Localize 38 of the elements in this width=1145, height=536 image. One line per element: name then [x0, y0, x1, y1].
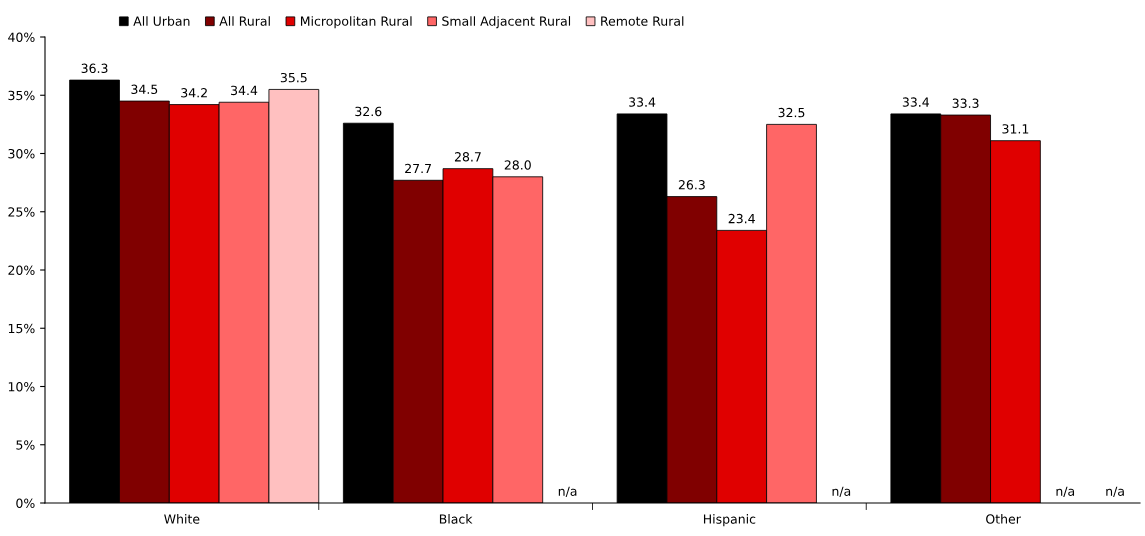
data-label: 32.6: [355, 106, 382, 117]
y-tick-label: 35%: [8, 90, 35, 101]
data-label: 33.4: [629, 97, 656, 107]
x-tick-label: White: [164, 514, 200, 524]
text: n/a: [1106, 486, 1124, 497]
y-tick-label: 0%: [16, 498, 35, 508]
data-label: 28.0: [504, 160, 531, 170]
y-tick-label: 5%: [16, 440, 35, 450]
data-label: 33.3: [952, 98, 979, 108]
legend-label: Micropolitan Rural: [300, 16, 412, 29]
data-label: 34.5: [131, 84, 158, 94]
data-label: 23.4: [728, 213, 755, 224]
y-tick-label: 20%: [8, 265, 35, 275]
legend-label: Small Adjacent Rural: [442, 16, 571, 29]
x-tick-label: Hispanic: [703, 514, 756, 527]
y-tick-label: 40%: [8, 32, 35, 42]
y-tick-label: 15%: [8, 323, 35, 334]
y-tick-label: 25%: [8, 207, 35, 217]
data-label: 32.5: [778, 107, 805, 118]
legend-label: All Rural: [219, 16, 270, 26]
text: n/a: [1056, 486, 1075, 497]
y-tick-label: 30%: [8, 148, 35, 159]
legend-label: All Urban: [133, 16, 190, 26]
text: n/a: [832, 486, 851, 497]
x-tick-label: Black: [439, 514, 473, 524]
data-label: 34.2: [181, 88, 207, 98]
y-tick-label: 10%: [8, 381, 35, 392]
data-label: 35.5: [280, 72, 307, 83]
data-label: 36.3: [81, 63, 108, 74]
data-label: 28.7: [454, 152, 481, 162]
legend-label: Remote Rural: [601, 16, 684, 26]
x-tick-label: Other: [986, 514, 1021, 524]
text: n/a: [558, 486, 577, 497]
data-label: 34.4: [231, 85, 258, 96]
data-label: 33.4: [902, 97, 930, 107]
data-label: 31.1: [1002, 124, 1029, 134]
data-label: 27.7: [405, 163, 431, 174]
data-label: 26.3: [678, 180, 705, 190]
